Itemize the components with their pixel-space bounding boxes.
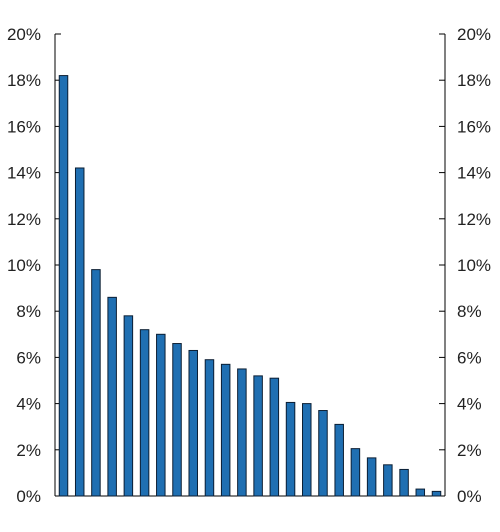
- bar: [172, 343, 182, 497]
- right-tick-label: 12%: [457, 210, 491, 229]
- right-tick-label: 20%: [457, 25, 491, 44]
- bar: [74, 167, 85, 497]
- right-tick-label: 2%: [457, 441, 482, 460]
- left-tick-label: 4%: [16, 395, 41, 414]
- bar-series: [58, 75, 442, 497]
- bar: [431, 490, 442, 497]
- left-tick-label: 8%: [16, 302, 41, 321]
- right-tick-label: 14%: [457, 164, 491, 183]
- right-y-axis: 0% 2% 4% 6% 8% 10% 12% 14% 16% 18% 20%: [439, 25, 491, 506]
- bar: [156, 333, 166, 497]
- right-tick-label: 16%: [457, 117, 491, 136]
- bar: [139, 329, 150, 497]
- left-tick-label: 16%: [7, 117, 41, 136]
- bar: [366, 457, 377, 497]
- bar: [204, 359, 215, 497]
- left-tick-label: 20%: [7, 25, 41, 44]
- left-tick-label: 18%: [7, 71, 41, 90]
- right-tick-label: 6%: [457, 348, 482, 367]
- right-tick-label: 4%: [457, 395, 482, 414]
- left-tick-label: 10%: [7, 256, 41, 275]
- bar: [58, 75, 69, 497]
- bar: [269, 377, 280, 497]
- bar: [383, 464, 393, 497]
- right-tick-label: 0%: [457, 487, 482, 506]
- bar: [91, 269, 101, 497]
- bar: [399, 468, 409, 497]
- left-tick-label: 12%: [7, 210, 41, 229]
- bar: [302, 403, 312, 497]
- left-tick-label: 0%: [16, 487, 41, 506]
- bar: [107, 296, 117, 497]
- left-tick-label: 2%: [16, 441, 41, 460]
- bar: [285, 401, 296, 497]
- bar: [123, 315, 134, 497]
- left-tick-label: 14%: [7, 164, 41, 183]
- bar: [318, 410, 328, 497]
- bar: [415, 488, 426, 497]
- bar: [253, 375, 263, 497]
- right-tick-label: 18%: [457, 71, 491, 90]
- bar: [188, 349, 198, 497]
- left-tick-label: 6%: [16, 348, 41, 367]
- bar: [220, 363, 231, 497]
- bar: [237, 368, 247, 497]
- right-tick-label: 10%: [457, 256, 491, 275]
- bar: [334, 423, 344, 497]
- left-y-axis: 0% 2% 4% 6% 8% 10% 12% 14% 16% 18% 20%: [7, 25, 61, 506]
- bar: [350, 448, 361, 497]
- right-tick-label: 8%: [457, 302, 482, 321]
